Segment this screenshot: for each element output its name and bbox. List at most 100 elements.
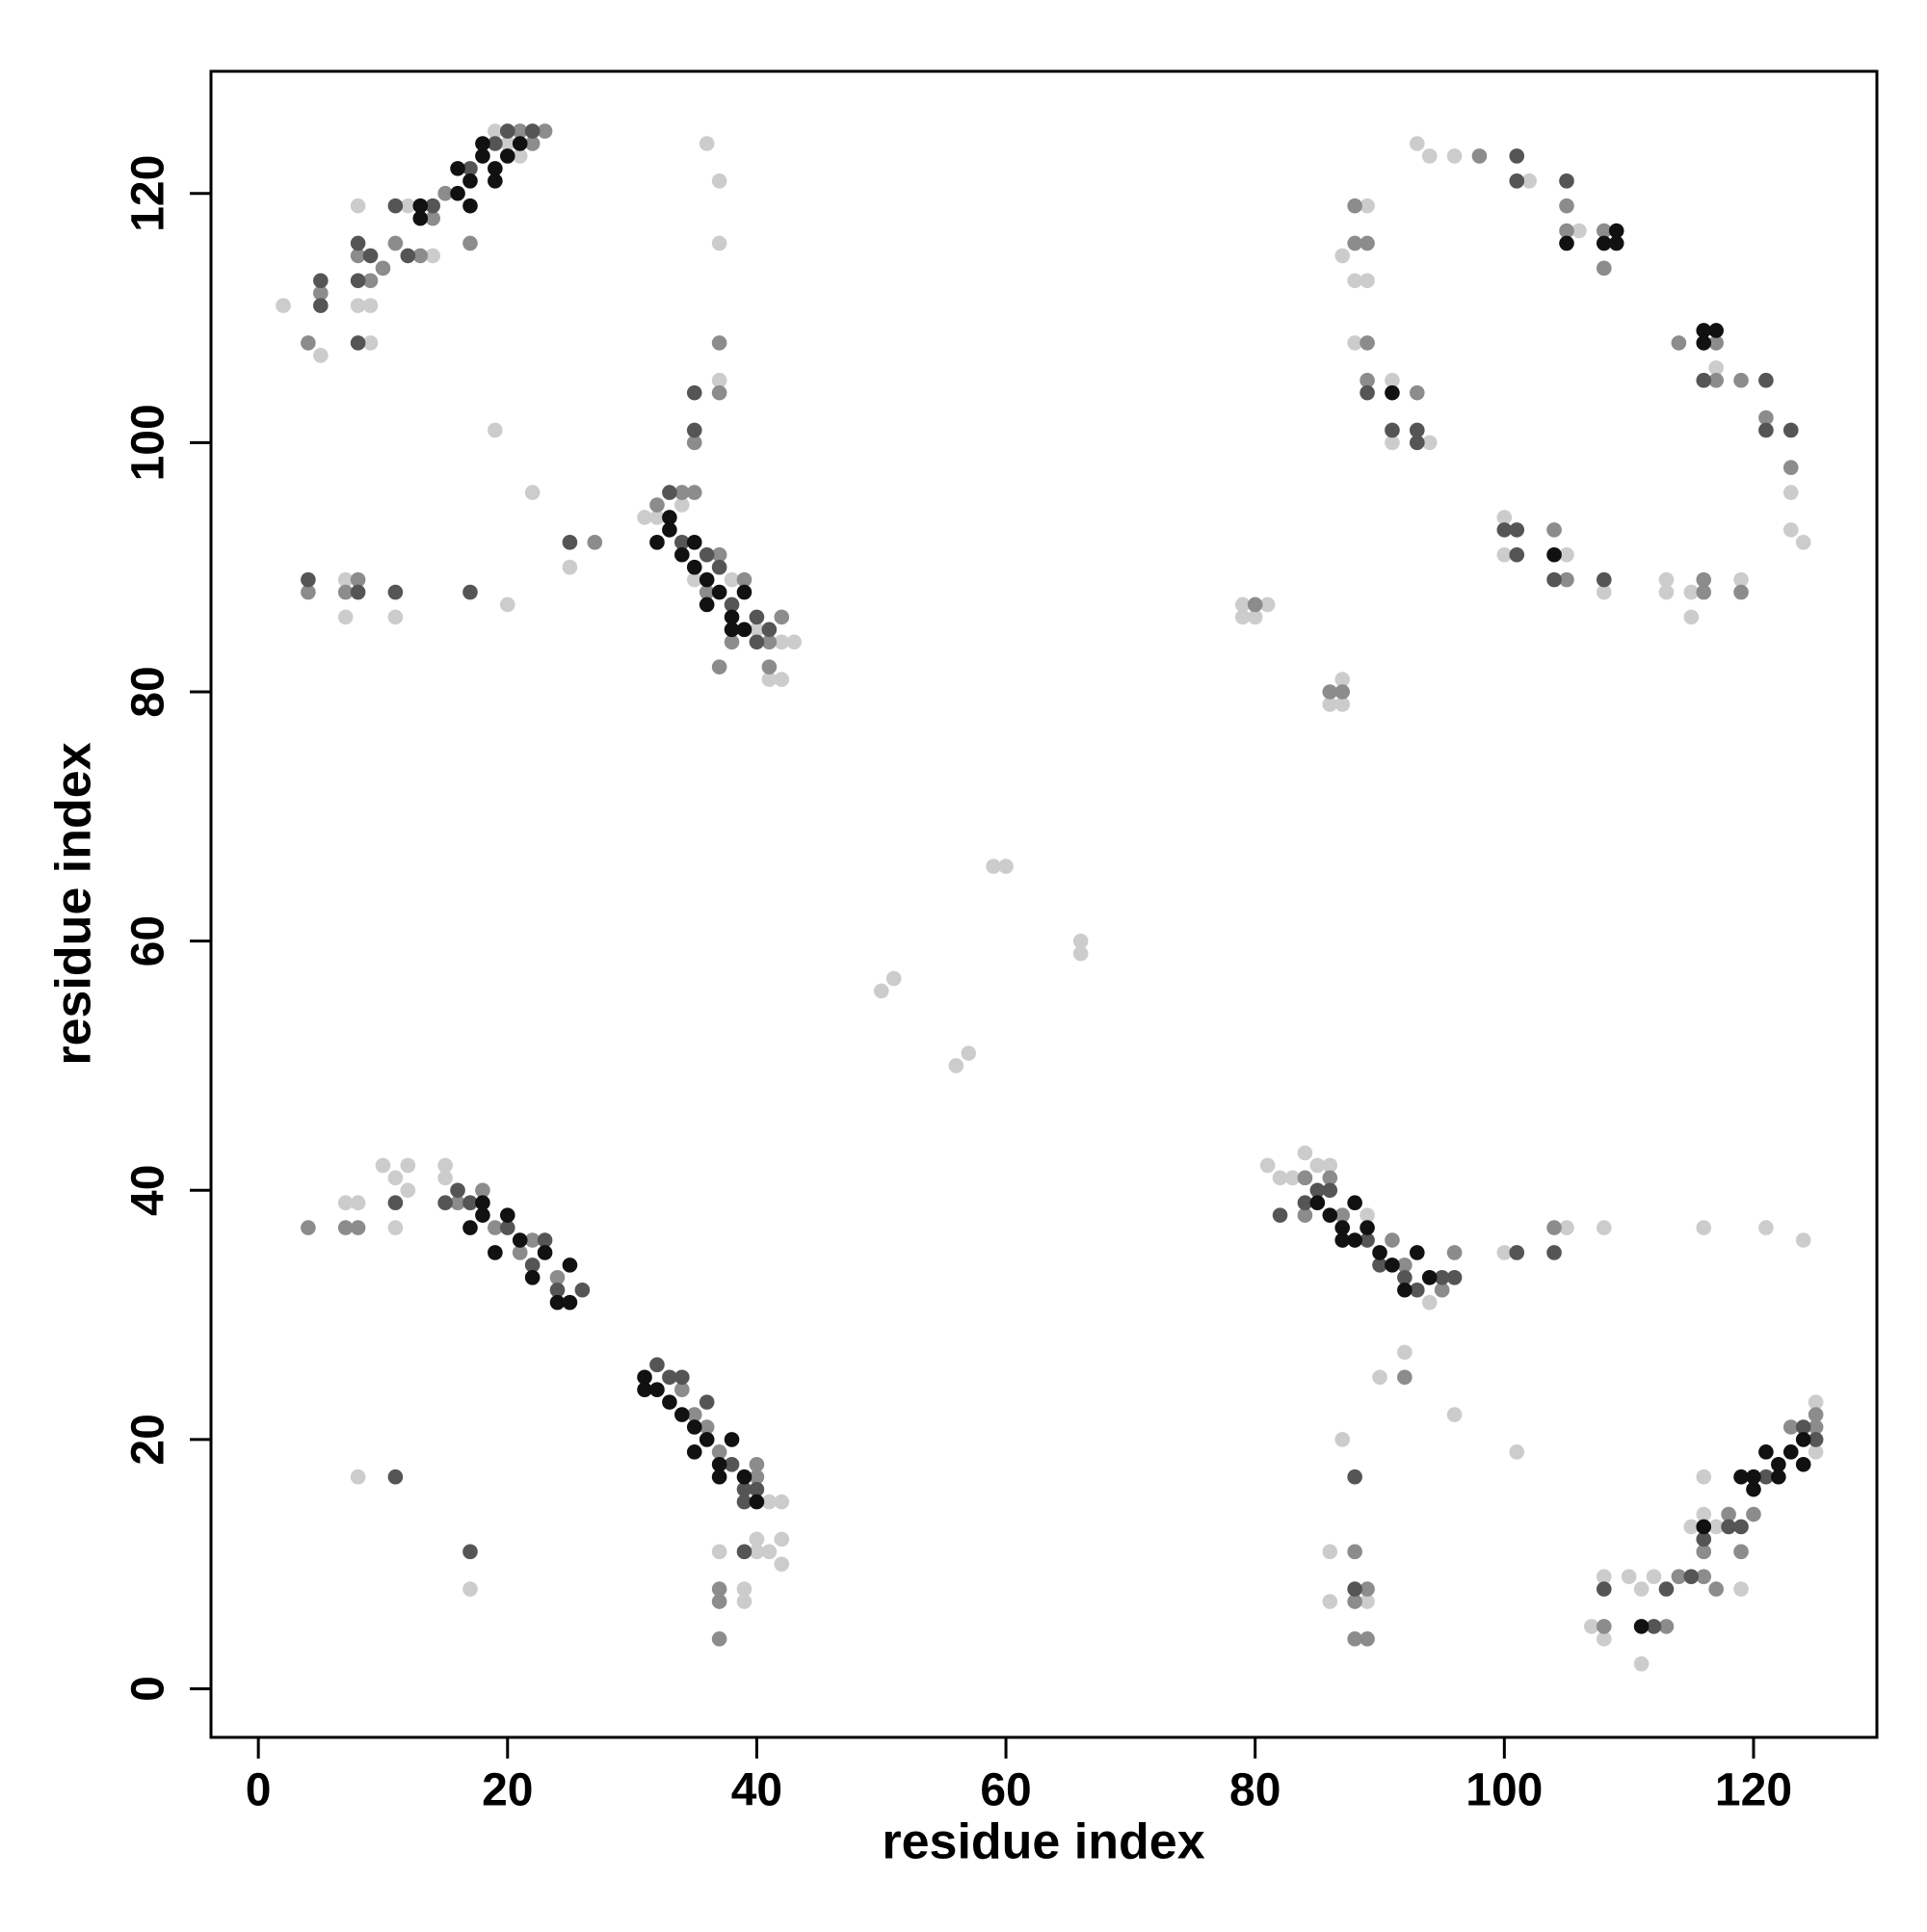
contact-point [1559,1220,1574,1235]
contact-point [1771,1456,1786,1472]
contact-point [1359,273,1375,289]
contact-point [562,1294,578,1310]
contact-point [512,136,528,151]
contact-point [1658,1619,1675,1634]
contact-point [1259,596,1276,613]
contact-point [350,571,366,588]
contact-point [313,273,329,289]
contact-point [301,335,316,351]
contact-point [749,622,765,638]
contact-point [1372,1257,1387,1273]
contact-point [1596,260,1612,277]
contact-point [711,584,727,600]
contact-point [1509,522,1525,538]
contact-point [488,161,503,176]
contact-point [1733,1544,1749,1560]
contact-point [1658,571,1675,588]
contact-point [1521,173,1537,189]
contact-point [475,1195,490,1211]
contact-point [425,248,440,264]
contact-point [1758,410,1774,426]
contact-point [337,609,354,625]
contact-point [674,1369,690,1386]
contact-point [749,609,765,625]
contact-point [1509,1444,1525,1460]
contact-point [1559,173,1574,189]
contact-point [1372,1369,1387,1386]
x-tick-label: 100 [1465,1765,1543,1816]
contact-point [686,485,702,500]
contact-point [699,584,715,600]
contact-point [1646,1569,1662,1584]
contact-point [749,1469,765,1485]
contact-point [711,1631,727,1647]
contact-point [1334,248,1351,264]
contact-point [1808,1432,1824,1447]
contact-point [549,1270,566,1285]
contact-point [1633,1619,1650,1634]
contact-point [686,1407,702,1422]
contact-point [662,485,677,500]
contact-point [350,273,366,289]
contact-point [1596,235,1612,251]
contact-point [1334,1207,1351,1223]
contact-point [1397,1257,1412,1273]
contact-point [1496,522,1513,538]
contact-point [1733,571,1749,588]
contact-point [313,348,329,363]
contact-point [1746,1506,1761,1522]
contact-point [1322,1544,1338,1560]
x-axis-title: residue index [882,1814,1204,1870]
contact-point [1746,1469,1761,1485]
contact-point [462,1581,478,1597]
contact-point [724,571,740,588]
contact-point [961,1045,977,1061]
contact-point [1696,1544,1712,1560]
contact-point [1234,609,1251,625]
contact-point [499,1220,515,1235]
contact-point [524,136,541,151]
contact-point [1708,1581,1724,1597]
contact-point [1347,335,1362,351]
contact-point [686,435,702,451]
x-tick-label: 60 [980,1765,1031,1816]
contact-point [774,609,790,625]
contact-point [1733,584,1749,600]
contact-point [774,634,790,650]
contact-point [1559,546,1574,563]
contact-point [1683,1519,1700,1535]
contact-point [761,622,778,638]
contact-point [1421,148,1438,164]
contact-point [1782,460,1799,476]
contact-point [1272,1170,1288,1186]
contact-point [1359,1594,1375,1609]
contact-point [1309,1195,1326,1211]
contact-point [749,634,765,650]
contact-point [562,559,578,575]
contact-point [1446,148,1463,164]
contact-point [1385,372,1400,388]
contact-point [649,497,665,513]
contact-point [512,1232,528,1248]
x-tick-label: 40 [731,1765,782,1816]
contact-point [574,1282,591,1298]
contact-point [1782,522,1799,538]
contact-point [1596,1581,1612,1597]
y-tick-label: 120 [123,155,174,232]
contact-point [1297,1170,1313,1186]
contact-point [711,659,727,675]
contact-point [686,422,702,438]
contact-point [1708,335,1724,351]
contact-point [711,235,727,251]
contact-point [362,335,379,351]
contact-point [1072,945,1089,962]
contact-point [1347,273,1362,289]
contact-point [1322,1182,1338,1199]
contact-point [1584,1619,1599,1634]
contact-point [488,1220,503,1235]
contact-point [736,622,752,638]
contact-point [1733,1519,1749,1535]
contact-point [1496,1245,1513,1260]
contact-point [637,1382,652,1397]
